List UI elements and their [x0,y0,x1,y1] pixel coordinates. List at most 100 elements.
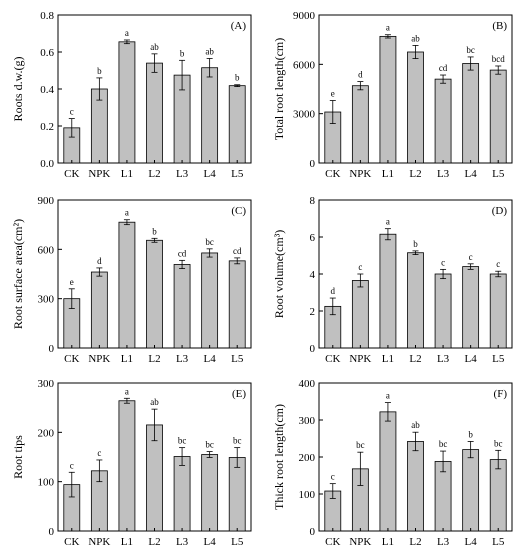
x-tick-label: L1 [121,536,133,548]
bar [201,454,219,532]
x-tick-label: L5 [231,536,244,548]
panel-tag: (D) [492,205,508,217]
bar [228,457,246,532]
bar [407,51,424,164]
x-tick-label: NPK [88,168,110,180]
y-tick-label: 300 [38,294,55,306]
y-tick-label: 0 [49,343,55,355]
significance-letter: a [125,28,129,38]
significance-letter: b [413,239,418,249]
x-tick-label: L1 [121,353,133,365]
panel-tag: (A) [231,20,247,32]
x-tick-label: L3 [437,168,450,180]
bar [201,252,219,349]
bar [489,69,507,164]
y-tick-label: 200 [38,427,55,439]
x-tick-label: NPK [88,536,110,548]
significance-letter: e [331,89,335,99]
chart-panel-f: 0 100 200 300 400 Thick root length(cm) (F) c CK… [272,378,513,548]
bar [146,239,163,349]
y-tick-label: 0.4 [40,84,54,96]
y-tick-label: 9000 [293,10,316,22]
bar [462,63,480,164]
y-tick-label: 600 [38,244,55,256]
significance-letter: ab [205,46,214,56]
significance-letter: bc [178,436,187,446]
y-axis-title: Total root length(cm) [272,38,286,140]
significance-letter: b [468,429,473,439]
x-tick-label: L1 [382,536,394,548]
x-tick-label: L3 [437,536,450,548]
bar [489,273,507,349]
y-tick-label: 900 [38,195,55,207]
x-tick-label: L3 [437,353,450,365]
significance-letter: d [331,286,336,296]
bar [379,35,397,164]
chart-panel-d: 0 2 4 6 8 Root volume(cm³) (D) d CK c NPK a L1 b L2 c L3… [272,195,513,365]
x-tick-label: CK [325,353,340,365]
bar [489,459,507,532]
y-tick-label: 0 [49,526,55,538]
significance-letter: a [386,391,390,401]
y-tick-label: 100 [299,489,316,501]
significance-letter: b [97,66,102,76]
x-tick-label: L4 [465,168,478,180]
x-tick-label: CK [325,536,340,548]
significance-letter: b [152,226,157,236]
x-tick-label: L3 [176,536,189,548]
x-tick-label: CK [325,168,340,180]
bar [228,85,246,164]
x-tick-label: NPK [349,353,371,365]
x-tick-label: L4 [465,353,478,365]
x-tick-label: L2 [148,168,160,180]
x-tick-label: L4 [465,536,478,548]
y-tick-label: 200 [299,452,316,464]
significance-letter: c [70,460,74,470]
y-tick-label: 400 [299,378,316,390]
significance-letter: d [97,256,102,266]
significance-letter: a [125,386,129,396]
y-tick-label: 2 [310,306,316,318]
x-tick-label: L1 [121,168,133,180]
significance-letter: c [70,107,74,117]
y-tick-label: 300 [299,415,316,427]
x-tick-label: L2 [409,536,421,548]
y-tick-label: 0.6 [40,47,54,59]
bar [173,456,191,532]
x-tick-label: L4 [204,353,217,365]
panel-tag: (F) [494,388,508,400]
y-tick-label: 6 [310,232,316,244]
significance-letter: b [235,73,240,83]
bar [379,233,397,349]
y-tick-label: 300 [38,378,55,390]
x-tick-label: L2 [148,536,160,548]
significance-letter: e [70,277,74,287]
x-tick-label: L3 [176,168,189,180]
bar [379,411,397,532]
chart-panel-a: 0.0 0.2 0.4 0.6 0.8 Roots d.w.(g) (A) c CK b NPK a L… [11,10,252,180]
significance-letter: ab [411,33,420,43]
x-tick-label: CK [64,353,79,365]
y-axis-title: Thick root length(cm) [272,404,286,510]
significance-letter: d [358,70,363,80]
significance-letter: c [441,257,445,267]
chart-panel-e: 0 100 200 300 Root tips (E) c CK c NPK a L1 ab L2 bc L3… [11,378,252,548]
x-tick-label: CK [64,168,79,180]
significance-letter: bc [205,237,214,247]
significance-letter: bcd [492,54,505,64]
x-tick-label: L5 [231,353,244,365]
significance-letter: c [331,472,335,482]
bar [228,260,246,349]
significance-letter: ab [150,42,159,52]
x-tick-label: NPK [349,536,371,548]
bar [434,273,452,349]
bar [90,271,108,349]
significance-letter: c [97,448,101,458]
bar [173,264,191,349]
x-tick-label: L1 [382,168,394,180]
y-tick-label: 3000 [293,109,316,121]
significance-letter: a [125,208,129,218]
bar [407,441,424,532]
y-tick-label: 0 [310,526,316,538]
